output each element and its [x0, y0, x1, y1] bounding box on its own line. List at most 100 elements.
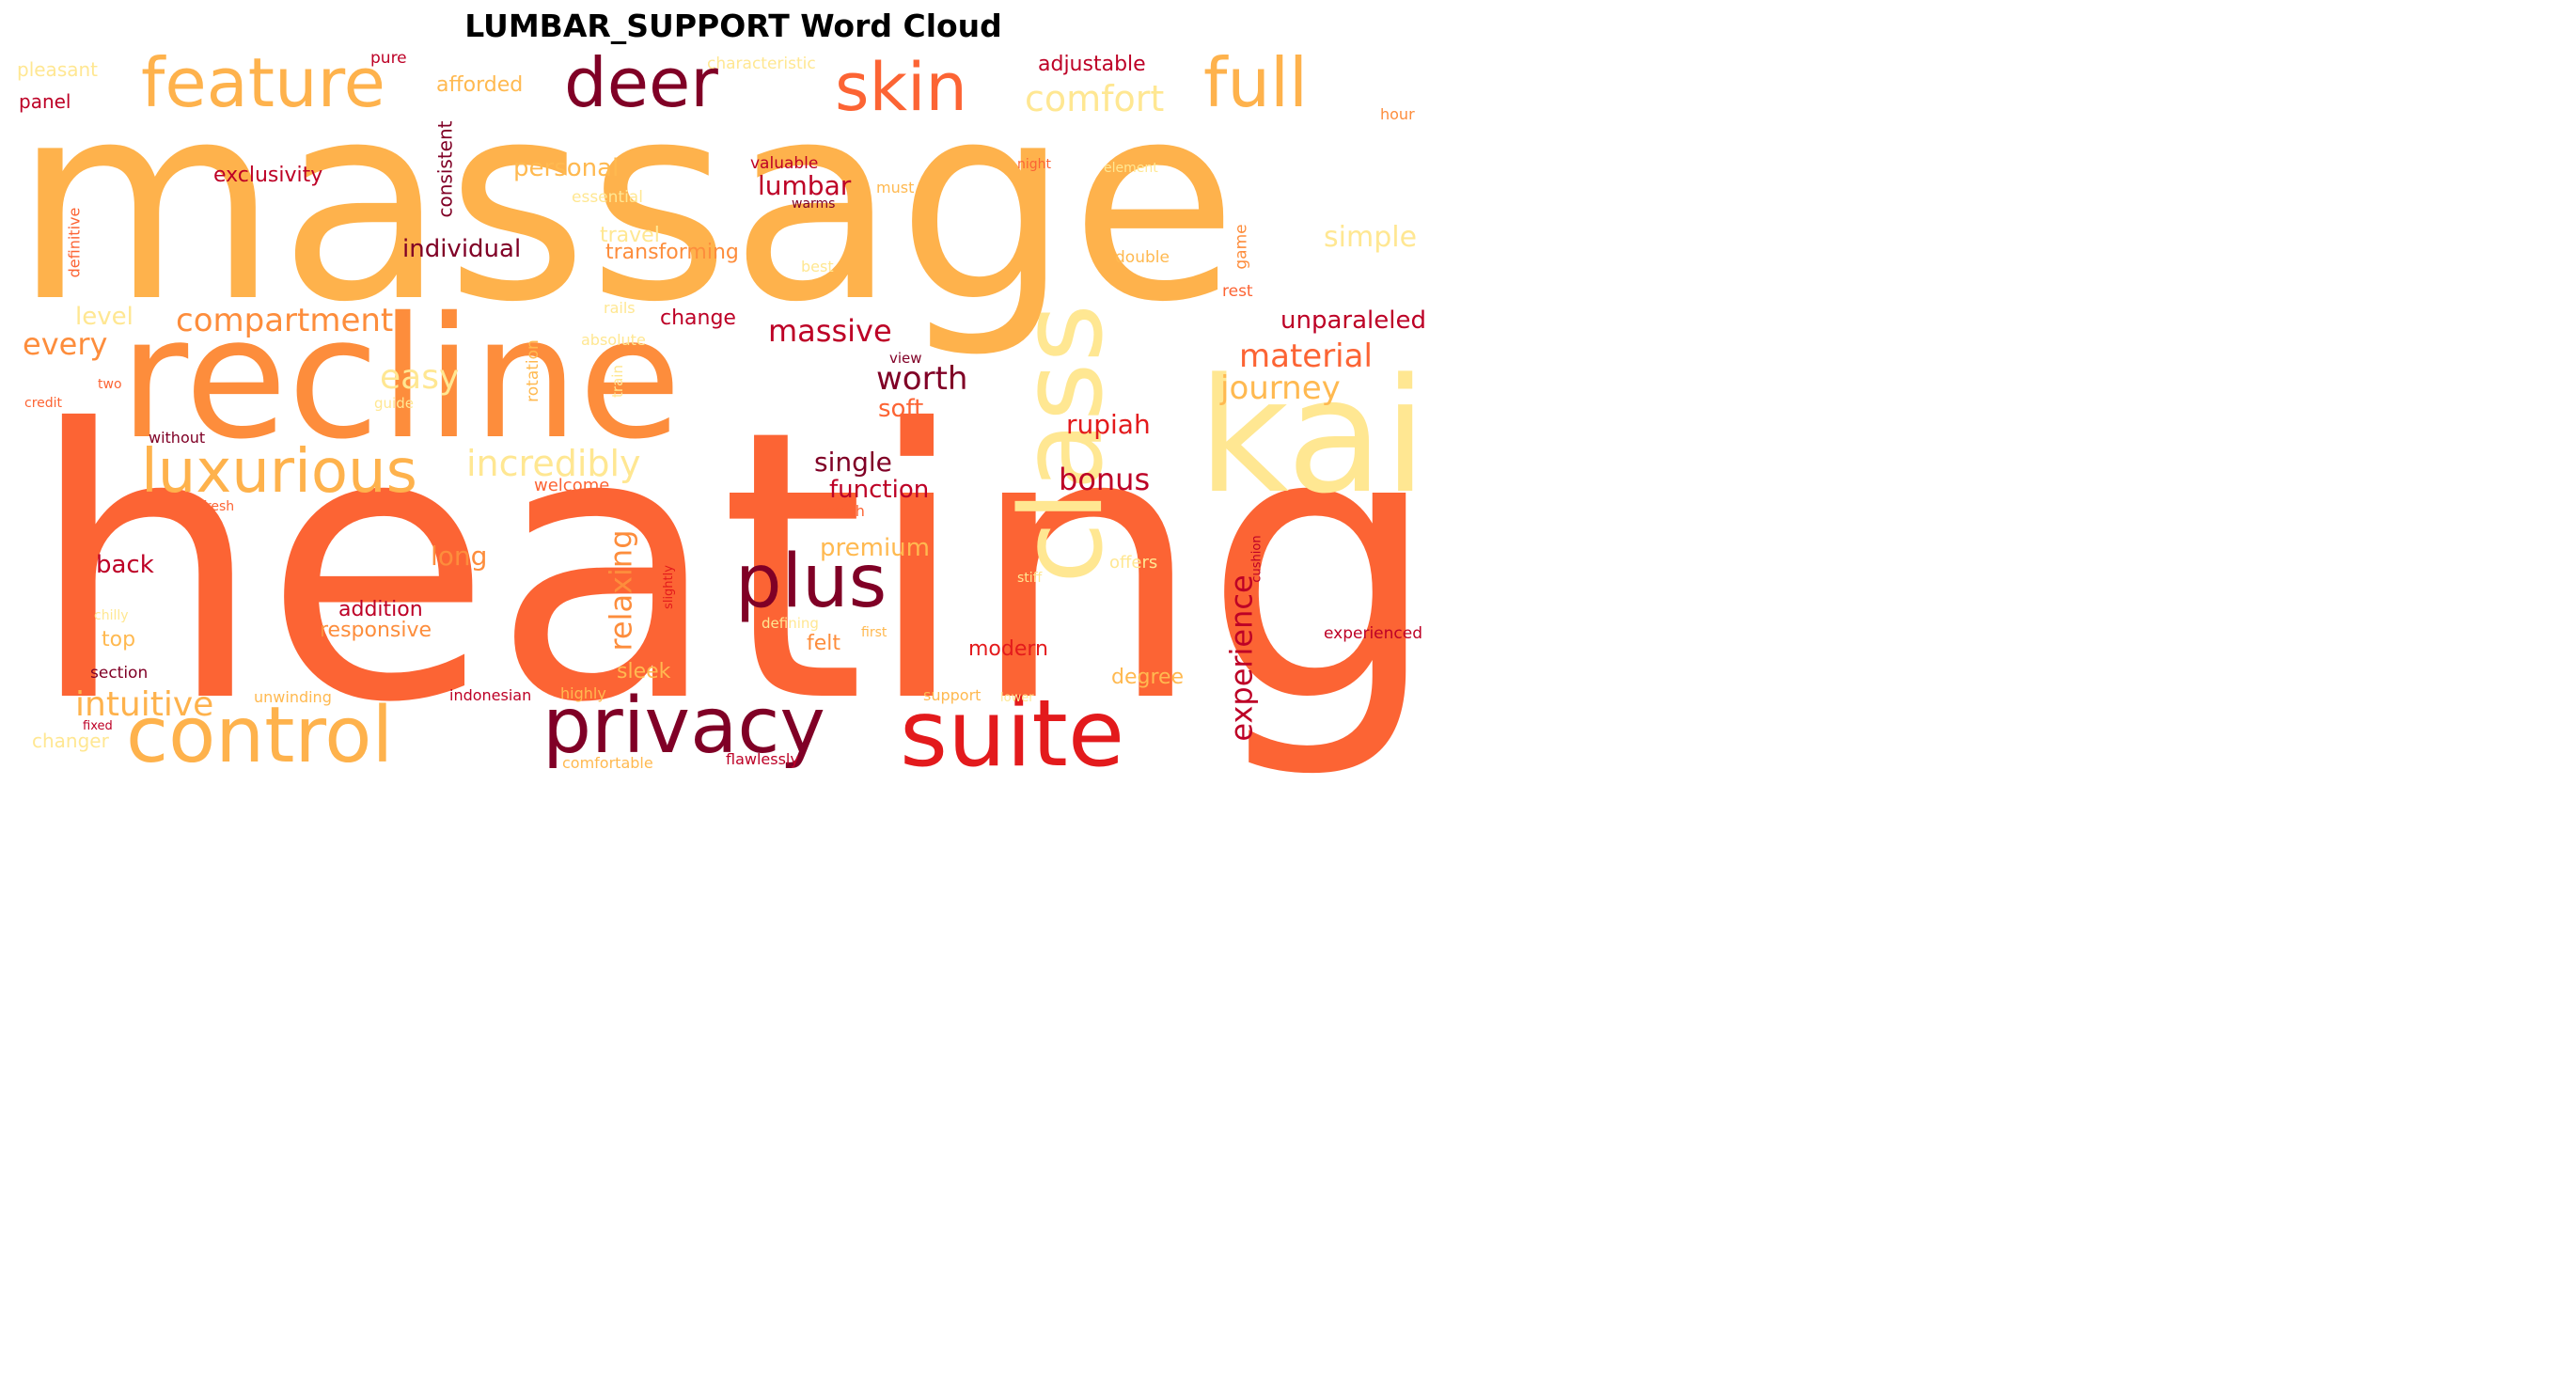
word-change: change: [660, 306, 736, 330]
word-consistent: consistent: [433, 120, 457, 218]
word-welcome: welcome: [534, 476, 610, 495]
word-individual: individual: [402, 235, 522, 263]
word-felt: felt: [807, 632, 841, 655]
word-responsive: responsive: [320, 619, 432, 642]
word-comfortable: comfortable: [562, 754, 653, 772]
word-feature: feature: [141, 49, 385, 122]
word-highly: highly: [560, 684, 606, 702]
word-intuitive: intuitive: [75, 685, 214, 724]
word-cloud: massage heating recline kai class suite …: [11, 49, 1455, 778]
word-journey: journey: [1220, 369, 1341, 407]
word-warms: warms: [792, 196, 836, 212]
word-fixed: fixed: [83, 719, 113, 733]
word-unwinding: unwinding: [254, 688, 332, 706]
word-personal: personal: [513, 154, 620, 182]
word-chilly: chilly: [94, 608, 129, 623]
word-kai: kai: [1198, 344, 1427, 528]
word-relaxing: relaxing: [603, 529, 639, 652]
word-luxurious: luxurious: [141, 437, 417, 507]
word-incredibly: incredibly: [466, 443, 641, 484]
word-view: view: [889, 350, 922, 367]
word-panel: panel: [19, 90, 71, 113]
word-long: long: [431, 541, 488, 572]
word-guide: guide: [374, 395, 414, 412]
word-back: back: [96, 551, 154, 579]
word-rotation: rotation: [523, 339, 542, 402]
word-smooth: smooth: [809, 502, 865, 520]
word-absolute: absolute: [581, 331, 646, 349]
word-valuable: valuable: [750, 154, 819, 173]
word-slightly: slightly: [661, 565, 676, 609]
word-massive: massive: [768, 313, 892, 349]
word-addition: addition: [338, 598, 423, 621]
word-flawlessly: flawlessly: [726, 750, 799, 768]
word-two: two: [98, 377, 122, 392]
word-unparaleled: unparaleled: [1280, 306, 1426, 335]
word-simple: simple: [1324, 221, 1418, 254]
word-cushion: cushion: [1249, 535, 1264, 583]
word-plus: plus: [735, 540, 887, 624]
word-adjustable: adjustable: [1038, 53, 1146, 76]
word-rupiah: rupiah: [1066, 409, 1151, 440]
word-class: class: [997, 304, 1128, 584]
word-massage: massage: [13, 49, 1238, 362]
word-deer: deer: [564, 49, 718, 122]
word-changer: changer: [32, 730, 109, 752]
word-pure: pure: [370, 49, 407, 68]
word-compartment: compartment: [176, 302, 394, 339]
word-skin: skin: [835, 49, 967, 126]
word-hour: hour: [1380, 105, 1415, 123]
word-full: full: [1203, 49, 1308, 122]
word-without: without: [149, 429, 206, 447]
word-degree: degree: [1111, 666, 1185, 689]
word-defining: defining: [762, 615, 819, 632]
chart-title: LUMBAR_SUPPORT Word Cloud: [464, 8, 1002, 44]
word-lumbar: lumbar: [758, 170, 852, 201]
word-transforming: transforming: [605, 241, 739, 264]
word-afforded: afforded: [436, 73, 524, 97]
word-stiff: stiff: [1017, 571, 1043, 586]
word-every: every: [23, 326, 108, 362]
word-offers: offers: [1109, 553, 1158, 573]
word-easy: easy: [380, 358, 460, 397]
word-section: section: [90, 664, 149, 683]
word-definitive: definitive: [65, 207, 84, 278]
word-night: night: [1017, 157, 1052, 172]
word-modern: modern: [968, 637, 1048, 661]
word-credit: credit: [24, 396, 63, 411]
word-pleasant: pleasant: [17, 58, 99, 81]
word-experienced: experienced: [1324, 624, 1423, 643]
word-top: top: [102, 628, 136, 652]
word-must: must: [876, 179, 915, 196]
word-control: control: [126, 691, 394, 778]
word-exclusivity: exclusivity: [213, 164, 323, 187]
word-bonus: bonus: [1059, 462, 1151, 497]
word-soft: soft: [878, 395, 924, 423]
word-privacy: privacy: [542, 682, 825, 771]
word-game: game: [1232, 224, 1251, 270]
word-premium: premium: [820, 534, 930, 562]
word-single: single: [814, 447, 892, 478]
word-support: support: [923, 686, 982, 704]
word-lower: lower: [1000, 691, 1034, 705]
word-material: material: [1239, 338, 1373, 375]
word-experience: experience: [1223, 574, 1260, 742]
word-double: double: [1115, 248, 1170, 267]
word-suite: suite: [900, 681, 1125, 778]
word-first: first: [861, 625, 887, 640]
word-best: best: [801, 258, 834, 275]
word-heating: heating: [28, 352, 1440, 778]
word-rails: rails: [604, 299, 636, 317]
word-rest: rest: [1222, 282, 1253, 301]
word-level: level: [75, 303, 134, 331]
word-recline: recline: [119, 281, 682, 476]
word-train: train: [608, 365, 626, 398]
word-sleek: sleek: [617, 660, 671, 683]
word-comfort: comfort: [1025, 78, 1165, 119]
word-travel: travel: [600, 224, 660, 247]
word-indonesian: indonesian: [449, 686, 532, 704]
word-essential: essential: [572, 188, 643, 207]
word-fresh: fresh: [201, 499, 235, 514]
word-worth: worth: [876, 360, 968, 398]
word-function: function: [829, 476, 930, 504]
